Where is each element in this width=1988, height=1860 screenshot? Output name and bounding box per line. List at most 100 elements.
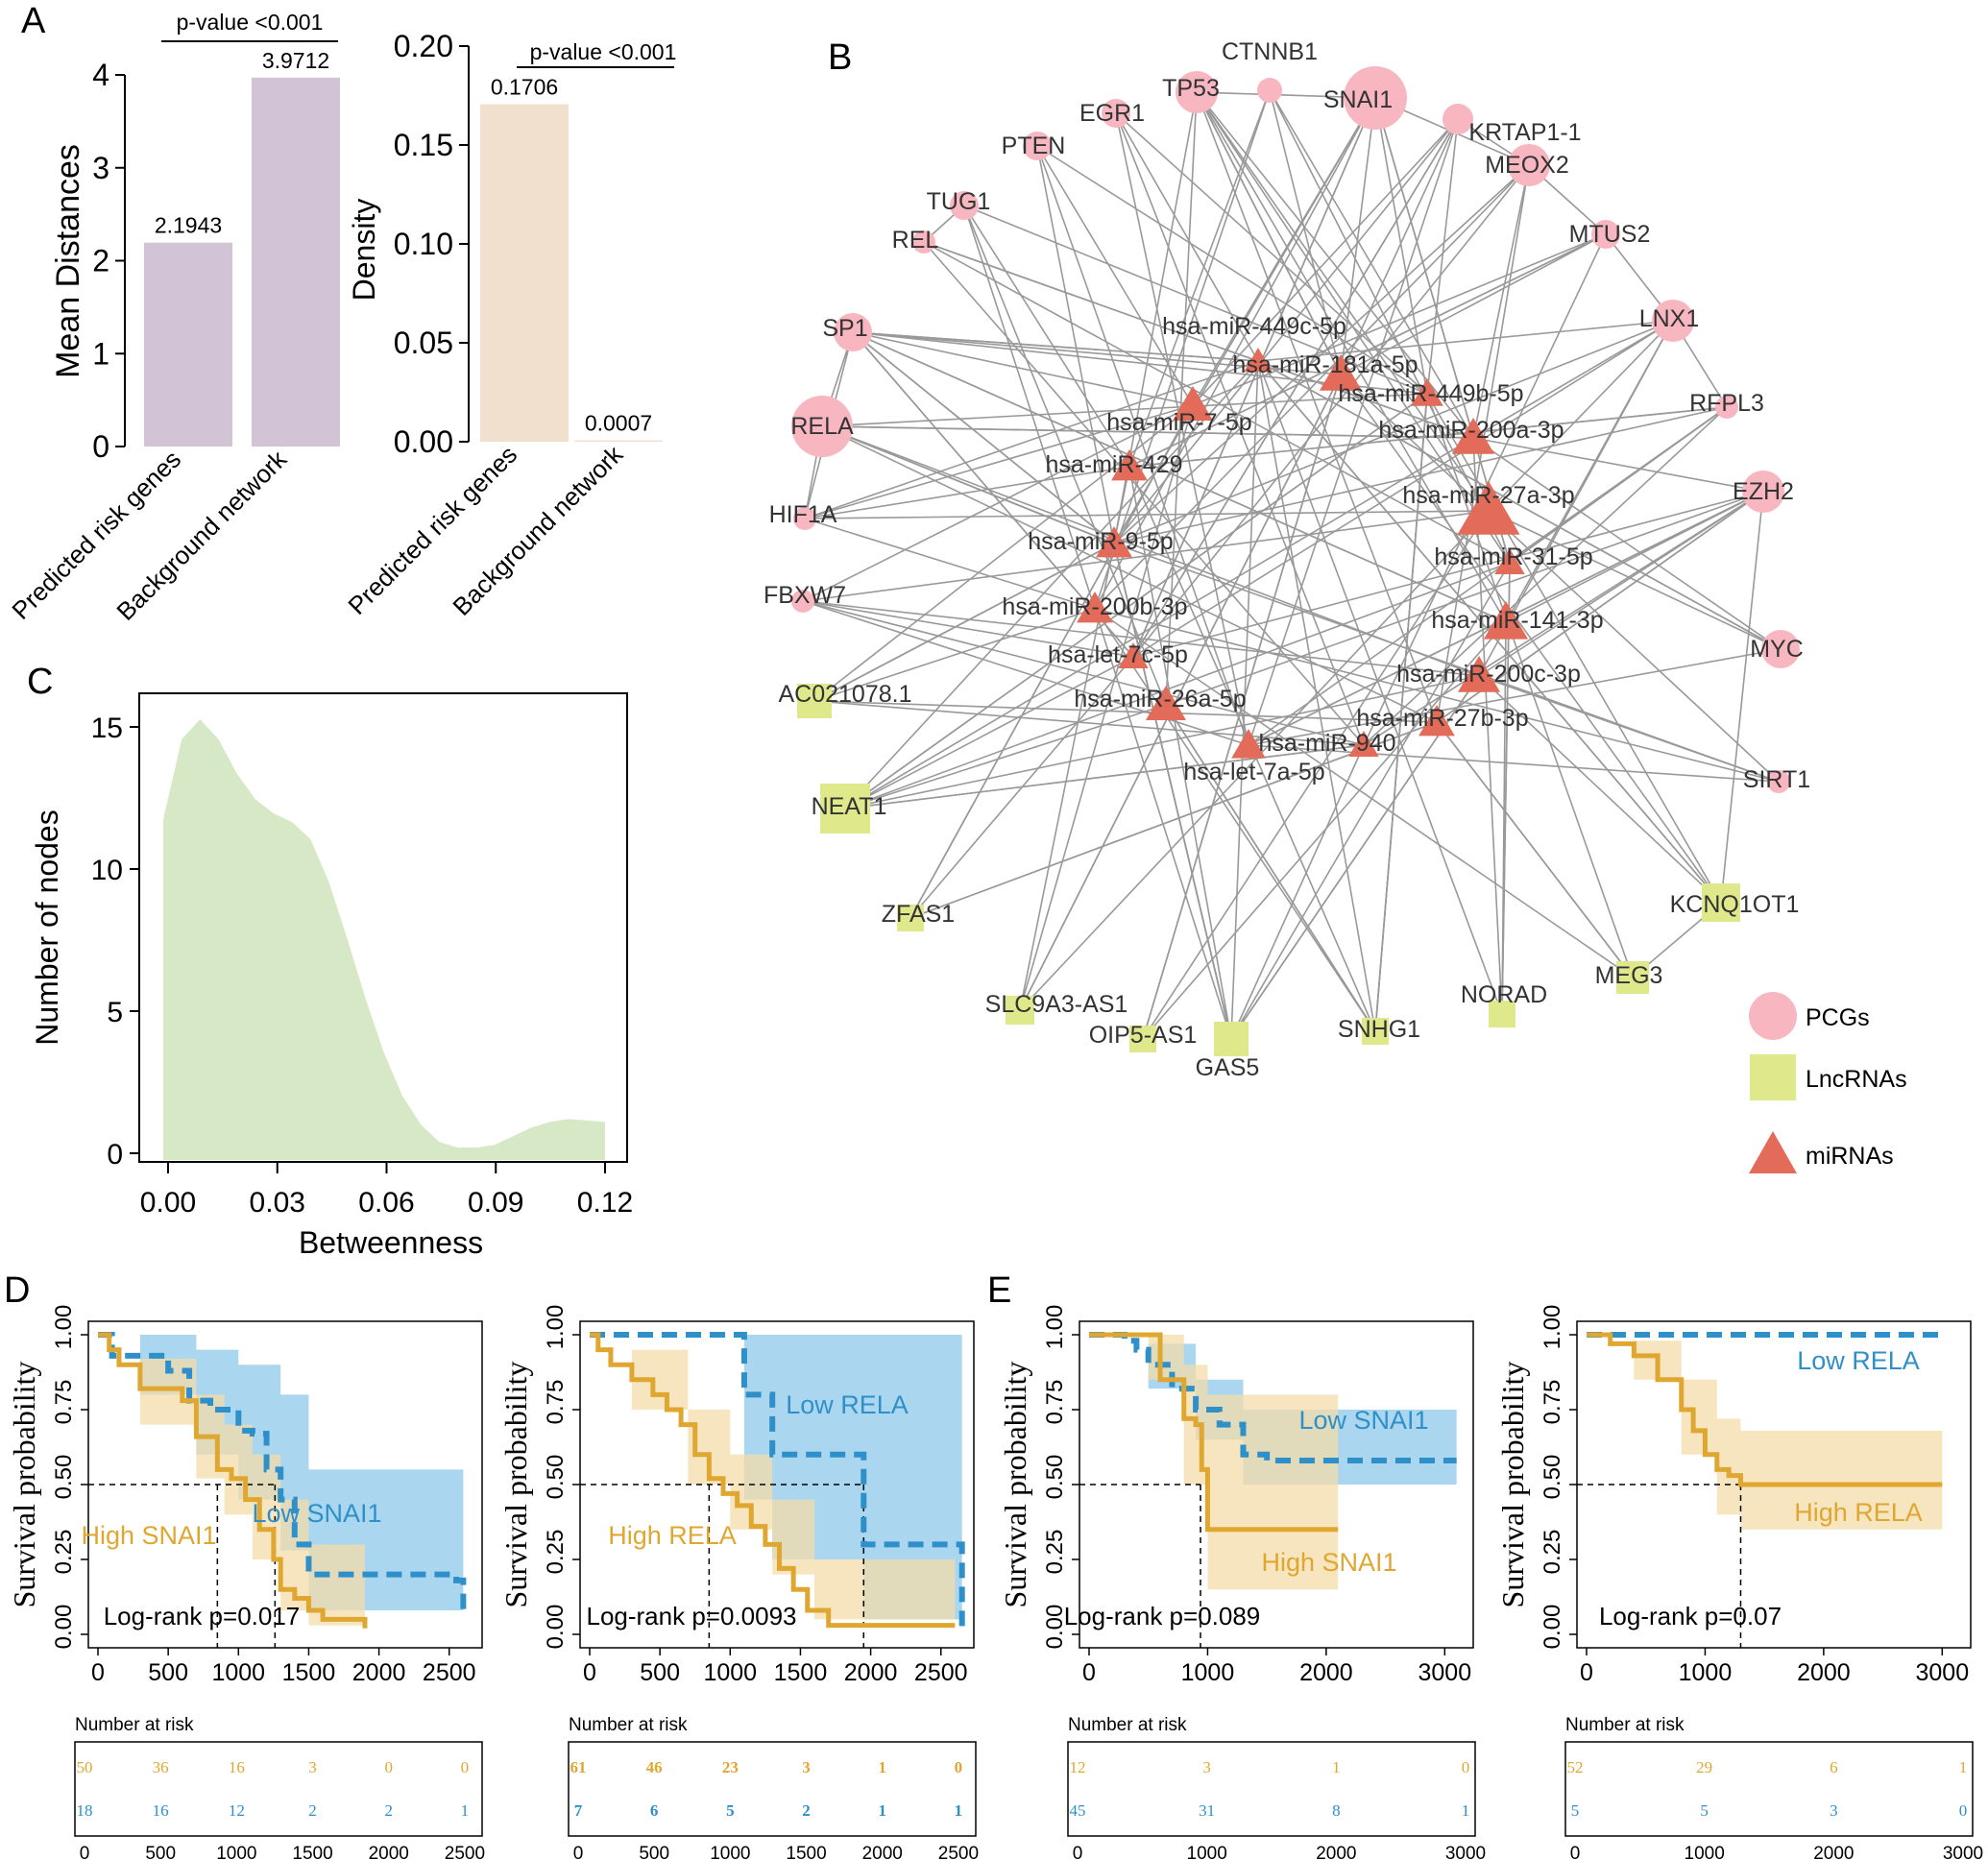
network-edge bbox=[804, 360, 1259, 519]
a1-value-label-background: 3.9712 bbox=[262, 48, 329, 73]
node-kcnq1ot1 bbox=[1702, 883, 1740, 922]
network-edge bbox=[1478, 491, 1764, 677]
node-label-tug1: TUG1 bbox=[927, 188, 991, 215]
survival-curve-low bbox=[98, 1332, 467, 1611]
risk-low-count: 6 bbox=[650, 1801, 659, 1820]
network-edge bbox=[1363, 406, 1728, 746]
survival-curve-low bbox=[590, 1332, 965, 1634]
network-edge bbox=[1036, 145, 1115, 544]
c-x-label: Betweenness bbox=[299, 1225, 483, 1260]
node-label-ac021078-1: AC021078.1 bbox=[778, 681, 911, 708]
legend-lnc-marker bbox=[1750, 1054, 1796, 1100]
node-hsa-let-7a-5p bbox=[1231, 729, 1266, 759]
survival-x-tick-label: 500 bbox=[640, 1659, 680, 1686]
risk-high-count: 16 bbox=[229, 1758, 245, 1776]
node-label-hsa-mir-449b-5p: hsa-miR-449b-5p bbox=[1338, 380, 1523, 407]
node-sp1 bbox=[834, 313, 872, 351]
risk-table-title: Number at risk bbox=[569, 1715, 688, 1735]
node-label-krtap1-1: KRTAP1-1 bbox=[1468, 119, 1581, 146]
survival-x-tick-label: 2000 bbox=[844, 1659, 898, 1686]
a1-y-tick-label: 4 bbox=[92, 58, 109, 92]
node-label-tp53: TP53 bbox=[1162, 75, 1220, 102]
network-edge bbox=[852, 331, 1507, 623]
survival-x-tick-label: 3000 bbox=[1916, 1659, 1970, 1686]
network-edge bbox=[1019, 374, 1342, 1011]
risk-high-count: 3 bbox=[308, 1758, 317, 1776]
node-rel bbox=[912, 230, 935, 254]
survival-plots: 0.00 0.25 0.50 0.75 1.00 Survival probability… bbox=[7, 1305, 1983, 1860]
network-edge bbox=[1094, 608, 1634, 978]
survival-x-tick-label: 2000 bbox=[352, 1659, 406, 1686]
svg-text:Predicted risk genes: Predicted risk genes bbox=[6, 445, 186, 625]
survival-y-tick-label: 0.50 bbox=[1539, 1455, 1565, 1500]
risk-low-count: 0 bbox=[1959, 1801, 1968, 1820]
a2-pvalue: p-value <0.001 bbox=[530, 39, 677, 64]
node-norad bbox=[1489, 1001, 1515, 1027]
network-edge bbox=[1257, 360, 1782, 650]
survival-y-tick-label: 1.00 bbox=[1539, 1305, 1565, 1350]
risk-low-count: 2 bbox=[308, 1801, 317, 1820]
node-hsa-mir-27b-3p bbox=[1418, 705, 1455, 737]
node-hsa-let-7c-5p bbox=[1118, 642, 1149, 668]
network-edge bbox=[1472, 320, 1674, 439]
risk-high-count: 1 bbox=[878, 1758, 886, 1776]
network-edge bbox=[804, 510, 1490, 519]
node-label-hsa-mir-449c-5p: hsa-miR-449c-5p bbox=[1162, 313, 1346, 340]
node-oip5-as1 bbox=[1129, 1026, 1156, 1052]
risk-table-title: Number at risk bbox=[1565, 1715, 1685, 1735]
risk-high-count: 0 bbox=[384, 1758, 393, 1776]
risk-x-tick-label: 2000 bbox=[862, 1844, 903, 1860]
panel-label-e: E bbox=[987, 1270, 1011, 1311]
c-y-tick-label: 10 bbox=[91, 855, 123, 886]
node-hsa-mir-200a-3p bbox=[1451, 418, 1495, 454]
c-y-tick-label: 0 bbox=[107, 1139, 123, 1171]
risk-x-tick-label: 1000 bbox=[710, 1844, 750, 1860]
network-edge bbox=[1436, 721, 1634, 978]
node-label-norad: NORAD bbox=[1461, 981, 1547, 1008]
network-edge bbox=[1509, 406, 1728, 564]
risk-low-count: 2 bbox=[384, 1801, 393, 1820]
risk-high-count: 1 bbox=[1332, 1758, 1341, 1776]
risk-low-count: 5 bbox=[1700, 1801, 1709, 1820]
survival-label-high: High SNAI1 bbox=[1261, 1548, 1396, 1577]
network-edge bbox=[802, 600, 1365, 746]
risk-x-tick-label: 3000 bbox=[1445, 1844, 1486, 1860]
network-edge bbox=[1230, 675, 1480, 1040]
node-label-kcnq1ot1: KCNQ1OT1 bbox=[1670, 891, 1800, 918]
network-edge bbox=[844, 562, 1511, 809]
node-tug1 bbox=[950, 191, 979, 220]
node-label-egr1: EGR1 bbox=[1079, 100, 1145, 127]
legend-pcg-marker bbox=[1749, 992, 1797, 1040]
network-edge bbox=[1501, 621, 1507, 1015]
network-edge bbox=[1340, 374, 1722, 904]
node-label-meg3: MEG3 bbox=[1595, 962, 1663, 989]
network-edge bbox=[963, 205, 1130, 468]
survival-x-tick-label: 2000 bbox=[1299, 1659, 1353, 1686]
survival-y-label: Survival probability bbox=[1495, 1362, 1530, 1608]
network-edge bbox=[1340, 233, 1607, 375]
node-hsa-mir-940 bbox=[1348, 731, 1379, 757]
risk-low-count: 18 bbox=[77, 1801, 93, 1820]
network-edge bbox=[1192, 233, 1607, 406]
network-edge bbox=[1115, 112, 1259, 362]
risk-x-tick-label: 2000 bbox=[369, 1844, 409, 1860]
node-label-pten: PTEN bbox=[1002, 133, 1066, 159]
node-sirt1 bbox=[1767, 770, 1790, 793]
risk-low-count: 1 bbox=[878, 1801, 886, 1820]
node-label-ctnnb1: CTNNB1 bbox=[1222, 38, 1318, 65]
risk-table-frame bbox=[1564, 1741, 1974, 1837]
network-edge bbox=[813, 700, 1365, 746]
node-label-myc: MYC bbox=[1750, 636, 1804, 663]
node-label-hsa-let-7a-5p: hsa-let-7a-5p bbox=[1183, 759, 1324, 785]
panel-label-d: D bbox=[4, 1270, 30, 1311]
survival-y-tick-label: 0.00 bbox=[1042, 1605, 1068, 1650]
node-myc bbox=[1761, 630, 1800, 668]
node-label-oip5-as1: OIP5-AS1 bbox=[1089, 1022, 1198, 1049]
network-edge bbox=[1478, 675, 1722, 904]
risk-high-count: 23 bbox=[722, 1758, 739, 1776]
node-rfpl3 bbox=[1715, 396, 1738, 419]
survival-y-tick-label: 1.00 bbox=[1042, 1305, 1068, 1350]
survival-curve-high bbox=[590, 1332, 956, 1629]
a2-value-label-predicted: 0.1706 bbox=[491, 75, 558, 100]
